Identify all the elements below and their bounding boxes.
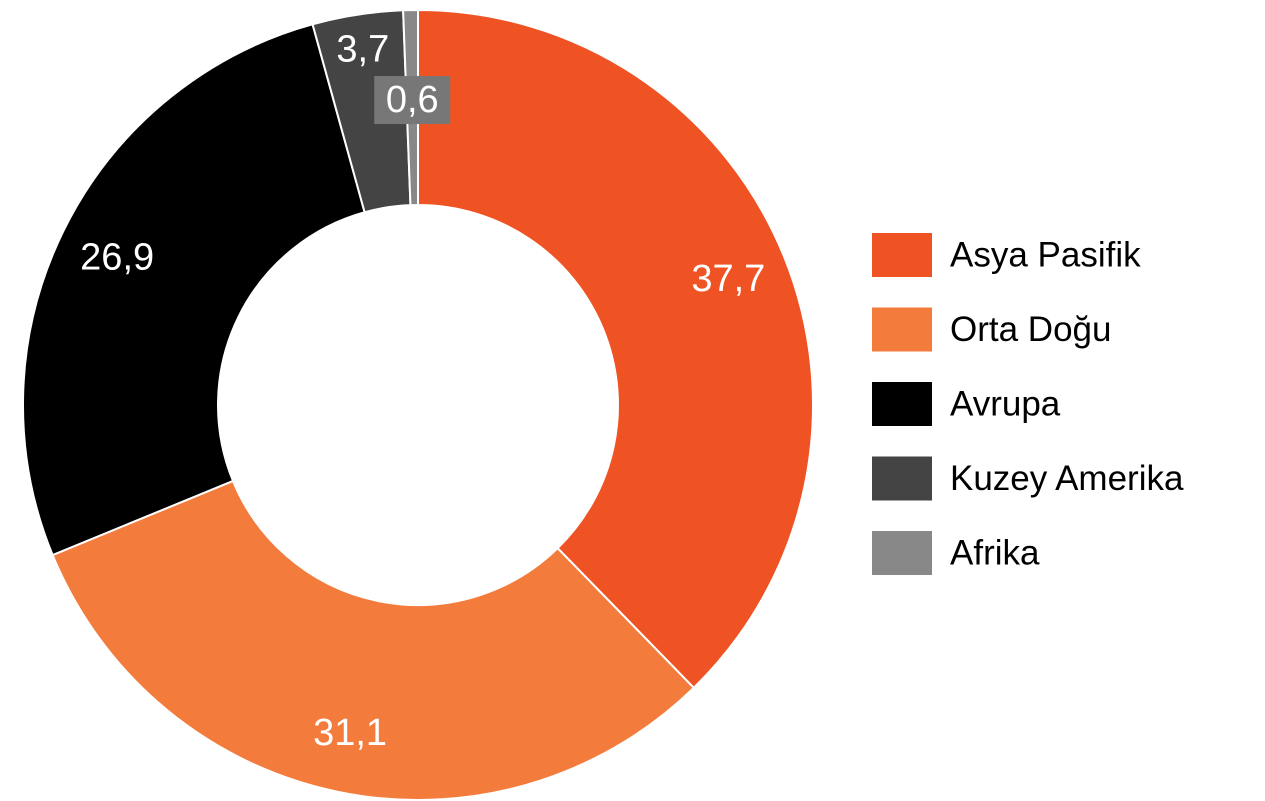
value-label-box (374, 76, 451, 125)
value-label: 31,1 (313, 712, 387, 754)
value-label: 37,7 (691, 258, 765, 300)
value-label: 3,7 (336, 28, 389, 70)
slice (22, 23, 366, 557)
legend-label: Afrika (950, 533, 1040, 572)
legend-swatch (872, 382, 932, 426)
legend-label: Avrupa (950, 384, 1061, 423)
legend-label: Orta Doğu (950, 310, 1111, 349)
legend-label: Asya Pasifik (950, 235, 1141, 274)
value-label: 26,9 (80, 237, 154, 279)
slice (417, 8, 814, 690)
slice (51, 479, 696, 801)
legend-label: Kuzey Amerika (950, 459, 1184, 498)
value-label: 0,6 (386, 79, 439, 121)
legend-swatch (872, 531, 932, 575)
legend-swatch (872, 456, 932, 501)
legend-swatch (872, 307, 932, 352)
legend-swatch (872, 233, 932, 277)
